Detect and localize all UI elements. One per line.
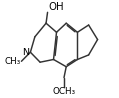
- Text: OCH₃: OCH₃: [52, 87, 76, 96]
- Text: N: N: [22, 48, 29, 57]
- Text: CH₃: CH₃: [5, 57, 21, 66]
- Text: OH: OH: [49, 2, 64, 12]
